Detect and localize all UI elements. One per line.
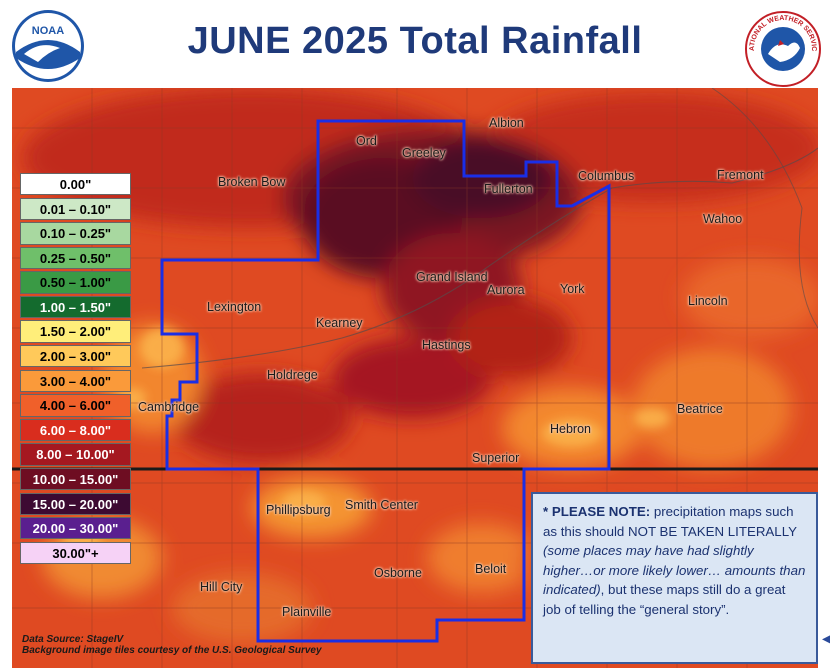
city-name: Cambridge [138, 400, 200, 414]
legend-item: 0.50 – 1.00" [20, 271, 131, 294]
city-label: Phillipsburg [266, 503, 331, 517]
note-italic: (some places may have had slightly highe… [543, 543, 806, 597]
data-source: Data Source: StageIV Background image ti… [22, 634, 322, 656]
city-label: York [560, 282, 585, 296]
city-name: Ord [356, 134, 377, 148]
city-name: Broken Bow [218, 175, 286, 189]
city-name: Holdrege [267, 368, 318, 382]
city-name: Aurora [487, 283, 525, 297]
city-name: Columbus [578, 169, 635, 183]
city-label: Kearney [316, 316, 363, 330]
city-name: Hebron [550, 422, 591, 436]
city-label: Hastings [422, 338, 471, 352]
city-label: Plainville [282, 605, 331, 619]
city-name: Fremont [717, 168, 764, 182]
source-line-1: Data Source: StageIV [22, 634, 124, 645]
note-text-1: precipitation maps such as this should N… [543, 504, 797, 539]
noaa-logo: NOAA [12, 10, 84, 82]
city-name: Lincoln [688, 294, 728, 308]
city-label: Hebron [550, 422, 591, 436]
city-label: Fullerton [484, 182, 533, 196]
page-title: JUNE 2025 Total Rainfall [187, 20, 643, 62]
legend-item: 1.50 – 2.00" [20, 320, 131, 343]
city-label: Superior [472, 451, 519, 465]
city-name: Hastings [422, 338, 471, 352]
city-label: Lexington [207, 300, 261, 314]
city-name: Plainville [282, 605, 332, 619]
legend-item: 2.00 – 3.00" [20, 345, 131, 368]
legend-item: 20.00 – 30.00" [20, 517, 131, 540]
legend-item: 15.00 – 20.00" [20, 492, 131, 515]
city-label: Cambridge [138, 400, 199, 414]
disclaimer-note: * PLEASE NOTE: precipitation maps such a… [531, 492, 818, 664]
rainfall-legend: 0.00" 0.01 – 0.10" 0.10 – 0.25" 0.25 – 0.50… [20, 173, 131, 566]
city-name: Phillipsburg [266, 503, 331, 517]
city-name: Beloit [475, 562, 507, 576]
city-name: Beatrice [677, 402, 723, 416]
nws-logo: NATIONAL WEATHER SERVICE [744, 10, 821, 87]
legend-item: 8.00 – 10.00" [20, 443, 131, 466]
city-name: Kearney [316, 316, 363, 330]
city-label: Beloit [475, 562, 506, 576]
legend-item: 0.25 – 0.50" [20, 246, 131, 270]
city-label: Lincoln [688, 294, 728, 308]
legend-item: 0.10 – 0.25" [20, 222, 131, 245]
city-label: Beatrice [677, 402, 723, 416]
legend-item: 6.00 – 8.00" [20, 418, 131, 442]
city-name: Smith Center [345, 498, 418, 512]
city-label: Broken Bow [218, 175, 285, 189]
city-name: York [560, 282, 585, 296]
city-name: Hill City [200, 580, 243, 594]
city-label: Ord [356, 134, 377, 148]
legend-item: 0.01 – 0.10" [20, 197, 131, 220]
city-label: Holdrege [267, 368, 318, 382]
forecast-area-outline [160, 119, 611, 643]
note-heading: * PLEASE NOTE: [543, 504, 651, 519]
city-label: Wahoo [703, 212, 742, 226]
nav-arrow-icon[interactable]: ◀ [822, 630, 830, 646]
city-name: Albion [489, 116, 524, 130]
city-name: Lexington [207, 300, 262, 314]
city-name: Fullerton [484, 182, 533, 196]
city-name: Grand Island [416, 270, 488, 284]
city-label: Fremont [717, 168, 764, 182]
city-label: Aurora [487, 283, 525, 297]
city-label: Smith Center [345, 498, 418, 512]
legend-item: 4.00 – 6.00" [20, 394, 131, 417]
city-label: Grand Island [416, 270, 488, 284]
note-text-2: , but these maps still do a great job of… [543, 582, 786, 617]
city-name: Greeley [402, 146, 446, 160]
city-name: Wahoo [703, 212, 743, 226]
city-name: Superior [472, 451, 520, 465]
city-label: Greeley [402, 146, 446, 160]
legend-item: 0.00" [20, 173, 131, 196]
legend-item: 3.00 – 4.00" [20, 369, 131, 393]
legend-item: 30.00"+ [20, 541, 131, 565]
city-label: Albion [489, 116, 524, 130]
legend-item: 1.00 – 1.50" [20, 295, 131, 319]
city-name: Osborne [374, 566, 422, 580]
legend-item: 10.00 – 15.00" [20, 467, 131, 491]
header: NOAA JUNE 2025 Total Rainfall NATIONAL W… [0, 0, 830, 88]
source-line-2: Background image tiles courtesy of the U… [22, 645, 322, 656]
city-label: Columbus [578, 169, 634, 183]
city-label: Osborne [374, 566, 422, 580]
noaa-logo-text: NOAA [32, 25, 64, 37]
city-label: Hill City [200, 580, 242, 594]
